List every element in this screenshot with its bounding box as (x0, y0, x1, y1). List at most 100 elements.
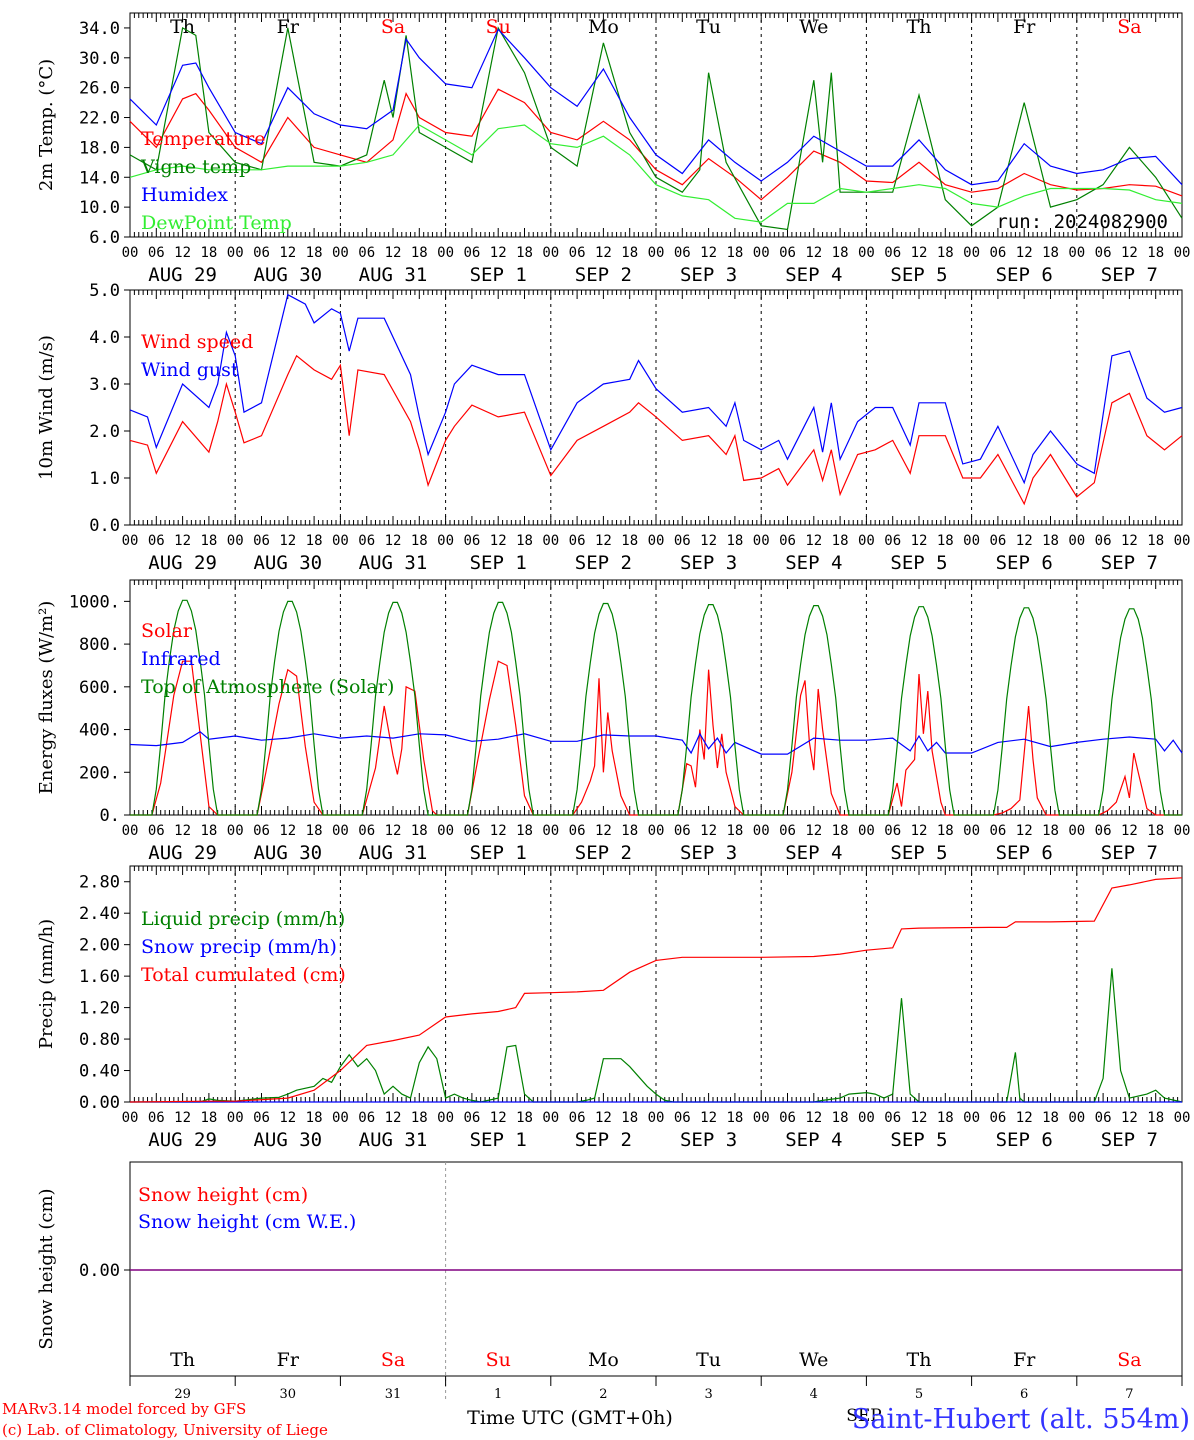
hour-tick-label: 00 (542, 823, 559, 839)
hour-tick-label: 00 (332, 823, 349, 839)
hour-tick-label: 12 (490, 823, 507, 839)
hour-tick-label: 00 (332, 1110, 349, 1126)
hour-tick-label: 06 (884, 245, 901, 261)
weekday-label: Sa (1117, 16, 1141, 38)
hour-tick-label: 12 (805, 823, 822, 839)
hour-tick-label: 18 (516, 823, 533, 839)
date-label: SEP 2 (575, 264, 632, 286)
hour-tick-label: 06 (779, 1110, 796, 1126)
date-label: SEP 3 (680, 842, 737, 864)
legend-entry: Snow precip (mm/h) (141, 936, 337, 958)
hour-tick-label: 00 (1174, 1110, 1191, 1126)
hour-tick-label: 18 (1147, 245, 1164, 261)
hour-tick-label: 06 (358, 823, 375, 839)
hour-tick-label: 18 (832, 245, 849, 261)
y-axis-label: 10m Wind (m/s) (36, 335, 57, 480)
date-label: SEP 2 (575, 1129, 632, 1151)
y-tick-label: 2.40 (79, 904, 120, 924)
weekday-label: Th (170, 1349, 195, 1371)
hour-tick-label: 06 (674, 533, 691, 549)
hour-tick-label: 06 (674, 1110, 691, 1126)
month-label: SEP (846, 1406, 882, 1426)
date-label: SEP 3 (680, 552, 737, 574)
hour-tick-label: 00 (963, 245, 980, 261)
day-number-label: 2 (599, 1387, 607, 1402)
date-label: SEP 1 (470, 1129, 527, 1151)
y-tick-label: 18.0 (79, 138, 120, 158)
model-credit: MARv3.14 model forced by GFS (2, 1400, 246, 1418)
date-label: SEP 6 (996, 264, 1053, 286)
hour-tick-label: 18 (621, 823, 638, 839)
day-number-label: 29 (174, 1387, 191, 1402)
legend-entry: Vigne temp (140, 156, 251, 178)
day-number-label: 30 (280, 1387, 297, 1402)
hour-tick-label: 00 (437, 533, 454, 549)
hour-tick-label: 06 (1095, 533, 1112, 549)
hour-tick-label: 06 (674, 245, 691, 261)
hour-tick-label: 06 (569, 1110, 586, 1126)
hour-tick-label: 00 (332, 533, 349, 549)
hour-tick-label: 06 (779, 245, 796, 261)
run-label: run: 2024082900 (996, 211, 1168, 233)
series-line-humidex (129, 28, 1183, 186)
series-line-dewpoint-temp (129, 124, 1183, 223)
date-label: SEP 4 (785, 842, 842, 864)
hour-tick-label: 12 (385, 823, 402, 839)
date-label: SEP 7 (1101, 552, 1158, 574)
legend-entry: Solar (141, 620, 193, 642)
hour-tick-label: 12 (174, 245, 191, 261)
hour-tick-label: 00 (1174, 823, 1191, 839)
hour-tick-label: 12 (1121, 533, 1138, 549)
day-number-label: 31 (385, 1387, 402, 1402)
date-label: SEP 6 (996, 842, 1053, 864)
hour-tick-label: 06 (674, 823, 691, 839)
weekday-label: Sa (1117, 1349, 1141, 1371)
hour-tick-label: 06 (779, 823, 796, 839)
legend-entry: Wind gust (141, 359, 239, 381)
hour-tick-label: 06 (148, 823, 165, 839)
hour-tick-label: 18 (411, 533, 428, 549)
date-label: AUG 31 (359, 1129, 428, 1151)
hour-tick-label: 00 (963, 1110, 980, 1126)
hour-tick-label: 06 (1095, 1110, 1112, 1126)
hour-tick-label: 00 (1068, 1110, 1085, 1126)
hour-tick-label: 00 (963, 533, 980, 549)
hour-tick-label: 00 (227, 823, 244, 839)
hour-tick-label: 00 (753, 1110, 770, 1126)
hour-tick-label: 00 (437, 823, 454, 839)
y-tick-label: 200. (79, 763, 120, 783)
hour-tick-label: 00 (963, 823, 980, 839)
hour-tick-label: 00 (1068, 533, 1085, 549)
hour-tick-label: 12 (700, 823, 717, 839)
y-axis-label: Precip (mm/h) (36, 919, 57, 1049)
hour-tick-label: 06 (989, 245, 1006, 261)
hour-tick-label: 00 (227, 245, 244, 261)
series-line-temperature (129, 88, 1183, 201)
hour-tick-label: 00 (858, 823, 875, 839)
hour-tick-label: 18 (621, 1110, 638, 1126)
y-tick-label: 26.0 (79, 79, 120, 99)
hour-tick-label: 18 (306, 1110, 323, 1126)
day-number-label: 7 (1125, 1387, 1133, 1402)
legend-entry: Wind speed (141, 331, 253, 353)
hour-tick-label: 06 (884, 823, 901, 839)
hour-tick-label: 18 (200, 533, 217, 549)
hour-tick-label: 00 (858, 1110, 875, 1126)
y-axis-label: Snow height (cm) (36, 1188, 57, 1349)
hour-tick-label: 00 (227, 533, 244, 549)
hour-tick-label: 12 (911, 533, 928, 549)
hour-tick-label: 12 (279, 1110, 296, 1126)
weekday-label: Tu (696, 1349, 721, 1371)
hour-tick-label: 00 (542, 533, 559, 549)
hour-tick-label: 18 (937, 245, 954, 261)
weekday-label: We (799, 1349, 828, 1371)
date-label: SEP 1 (470, 264, 527, 286)
hour-tick-label: 18 (411, 1110, 428, 1126)
y-tick-label: 5.0 (89, 281, 120, 301)
date-label: AUG 31 (359, 842, 428, 864)
hour-tick-label: 00 (648, 1110, 665, 1126)
hour-tick-label: 12 (911, 1110, 928, 1126)
hour-tick-label: 12 (1016, 823, 1033, 839)
weekday-label: Tu (696, 16, 721, 38)
